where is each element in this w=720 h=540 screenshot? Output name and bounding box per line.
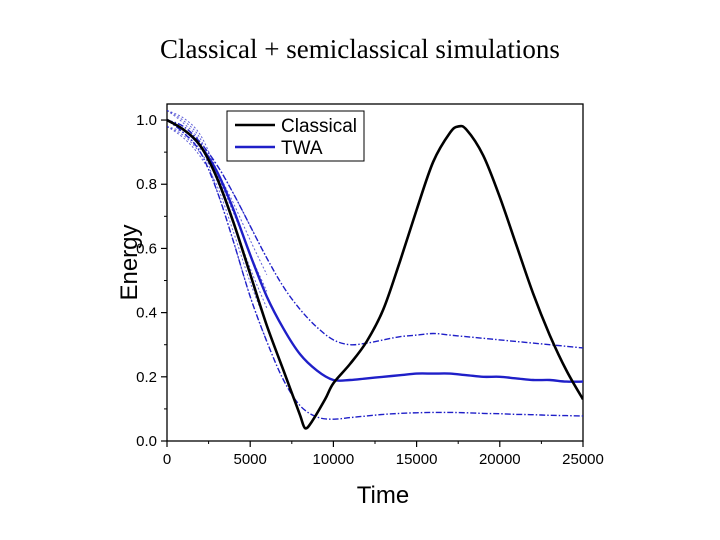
y-axis-title: Energy xyxy=(116,224,143,300)
x-tick-label: 20000 xyxy=(479,451,521,468)
x-tick-label: 10000 xyxy=(313,451,355,468)
y-tick-label: 0.6 xyxy=(136,240,157,257)
y-tick-label: 0.8 xyxy=(136,176,157,193)
twa-spread-curve xyxy=(167,126,268,325)
legend-box xyxy=(226,110,365,162)
legend-label: Classical xyxy=(281,116,357,137)
y-tick-label: 1.0 xyxy=(136,112,157,129)
y-tick-label: 0.4 xyxy=(136,305,157,322)
y-tick-label: 0.0 xyxy=(136,433,157,450)
x-axis-title: Time xyxy=(357,482,409,509)
x-tick-label: 25000 xyxy=(562,451,604,468)
x-tick-label: 0 xyxy=(163,451,171,468)
plot-area: 0 5000 10000 15000 20000 25000 0.0 0.2 0.4 0.6 0.8… xyxy=(116,103,604,509)
twa-bound-curve xyxy=(167,119,583,349)
twa-curve xyxy=(167,118,583,383)
slide-title: Classical + semiclassical simulations xyxy=(160,34,560,64)
legend-label: TWA xyxy=(281,138,323,159)
x-tick-label: 15000 xyxy=(396,451,438,468)
y-tick-label: 0.2 xyxy=(136,369,157,386)
twa-bound-curve xyxy=(167,119,583,420)
x-tick-label: 5000 xyxy=(234,451,267,468)
classical-curve xyxy=(167,118,583,430)
